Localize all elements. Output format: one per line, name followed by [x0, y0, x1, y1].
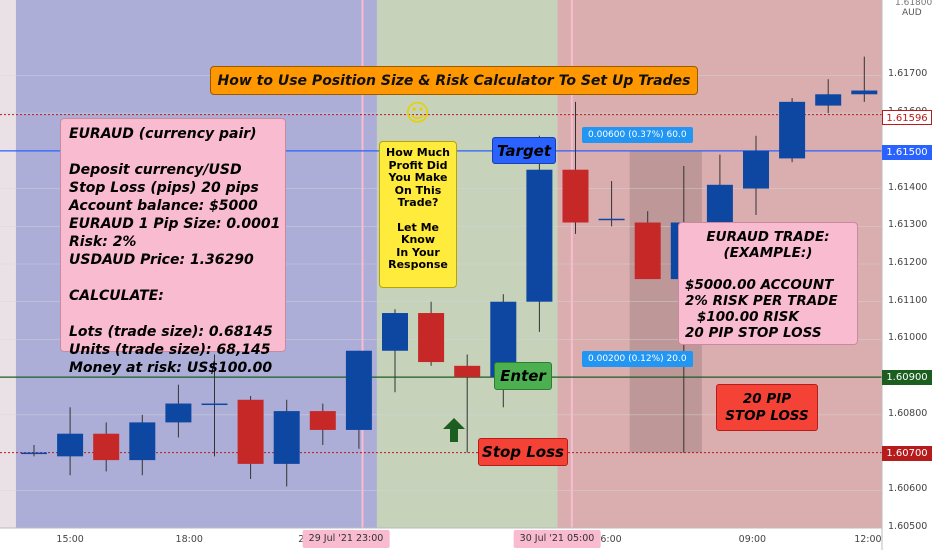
- candle-body: [454, 365, 481, 378]
- current-price-label: 1.61596: [882, 110, 932, 125]
- candle-body: [779, 101, 806, 159]
- candle-body: [273, 411, 300, 464]
- candle-body: [382, 313, 408, 351]
- pip-stop-loss-tag: 20 PIP STOP LOSS: [716, 384, 818, 431]
- candle-body: [598, 218, 625, 221]
- measure-label-bottom: 0.00200 (0.12%) 20.0: [582, 351, 693, 367]
- candle-body: [309, 411, 336, 430]
- enter-price-label: 1.60900: [882, 370, 932, 385]
- y-tick-label: 1.61700: [888, 68, 928, 80]
- price-axis-background: [882, 0, 932, 550]
- question-line: How Much: [386, 146, 450, 159]
- stop-loss-tag: Stop Loss: [478, 438, 568, 466]
- result-line: Units (trade size): 68,145: [69, 342, 271, 358]
- note-line: Risk: 2%: [69, 234, 137, 250]
- y-tick-label: 1.61400: [888, 181, 928, 193]
- note-title: EURAUD (currency pair): [69, 126, 257, 142]
- candle-body: [237, 399, 264, 464]
- pip-line-2: STOP LOSS: [725, 407, 809, 424]
- example-line: $100.00 RISK: [697, 309, 799, 325]
- calc-title: CALCULATE:: [69, 288, 164, 304]
- y-tick-label: 1.60800: [888, 407, 928, 419]
- candle-body: [57, 433, 84, 457]
- axis-top-label: 1.61800: [895, 0, 932, 8]
- question-line: Response: [388, 258, 448, 271]
- target-tag: Target: [492, 137, 556, 164]
- candle-body: [634, 222, 661, 280]
- question-note: How Much Profit Did You Make On This Tra…: [379, 141, 457, 288]
- candle-body: [345, 350, 372, 430]
- measure-label-top: 0.00600 (0.37%) 60.0: [582, 127, 693, 143]
- candle-body: [526, 169, 553, 302]
- y-tick-label: 1.61000: [888, 332, 928, 344]
- note-line: Deposit currency/USD: [69, 162, 242, 178]
- y-tick-label: 1.61200: [888, 257, 928, 268]
- y-tick-label: 1.61300: [888, 219, 928, 231]
- y-tick-label: 1.61100: [888, 294, 928, 306]
- arrow-up-icon: [443, 418, 465, 442]
- question-line: Know: [400, 233, 436, 246]
- question-line: Profit Did: [388, 158, 448, 172]
- candle-body: [851, 90, 878, 95]
- candle-body: [93, 433, 120, 461]
- candle-body: [201, 403, 228, 406]
- date-marker-2: 30 Jul '21 05:00: [513, 530, 601, 548]
- x-tick-label: 09:00: [738, 534, 767, 545]
- question-line: You Make: [388, 171, 448, 184]
- smiley-icon: ☺: [405, 99, 431, 127]
- candle-body: [21, 452, 47, 455]
- candle-body: [562, 169, 589, 223]
- position-size-note: EURAUD (currency pair) Deposit currency/…: [60, 118, 286, 376]
- pip-line-1: 20 PIP: [742, 390, 792, 407]
- example-line: 20 PIP STOP LOSS: [685, 325, 822, 341]
- chart-title-banner: How to Use Position Size & Risk Calculat…: [210, 66, 698, 95]
- candle-body: [418, 313, 445, 363]
- question-line: On This: [394, 183, 442, 197]
- time-axis-background: [0, 528, 882, 550]
- question-line: Trade?: [397, 196, 439, 209]
- example-subtitle: (EXAMPLE:): [723, 245, 813, 261]
- date-marker-1: 29 Jul '21 23:00: [302, 530, 390, 548]
- note-line: Stop Loss (pips) 20 pips: [69, 180, 259, 196]
- example-title: EURAUD TRADE:: [706, 229, 830, 245]
- x-tick-label: 15:00: [56, 534, 84, 545]
- trade-example-note: EURAUD TRADE: (EXAMPLE:) $5000.00 ACCOUN…: [678, 222, 858, 345]
- x-tick-label: 12:00: [854, 534, 882, 545]
- currency-label: AUD: [902, 8, 922, 18]
- question-line: In Your: [396, 245, 440, 259]
- candle-body: [706, 184, 733, 223]
- result-line: Money at risk: US$100.00: [69, 360, 273, 376]
- x-tick-label: 18:00: [175, 534, 203, 545]
- candle-body: [743, 150, 769, 189]
- stop-price-label: 1.60700: [882, 446, 932, 461]
- question-line: Let Me: [397, 220, 439, 234]
- candle-body: [129, 422, 156, 461]
- example-line: $5000.00 ACCOUNT: [685, 277, 834, 293]
- target-price-label: 1.61500: [882, 145, 932, 160]
- y-tick-label: 1.60500: [888, 521, 928, 532]
- example-line: 2% RISK PER TRADE: [685, 293, 838, 309]
- x-tick-label: 06:00: [594, 534, 622, 545]
- enter-tag: Enter: [494, 362, 552, 390]
- result-line: Lots (trade size): 0.68145: [69, 324, 273, 340]
- candle-body: [815, 94, 842, 106]
- note-line: EURAUD 1 Pip Size: 0.0001: [69, 216, 281, 232]
- candle-body: [165, 403, 192, 423]
- y-tick-label: 1.60600: [888, 483, 928, 495]
- note-line: Account balance: $5000: [69, 198, 258, 214]
- note-line: USDAUD Price: 1.36290: [69, 252, 254, 268]
